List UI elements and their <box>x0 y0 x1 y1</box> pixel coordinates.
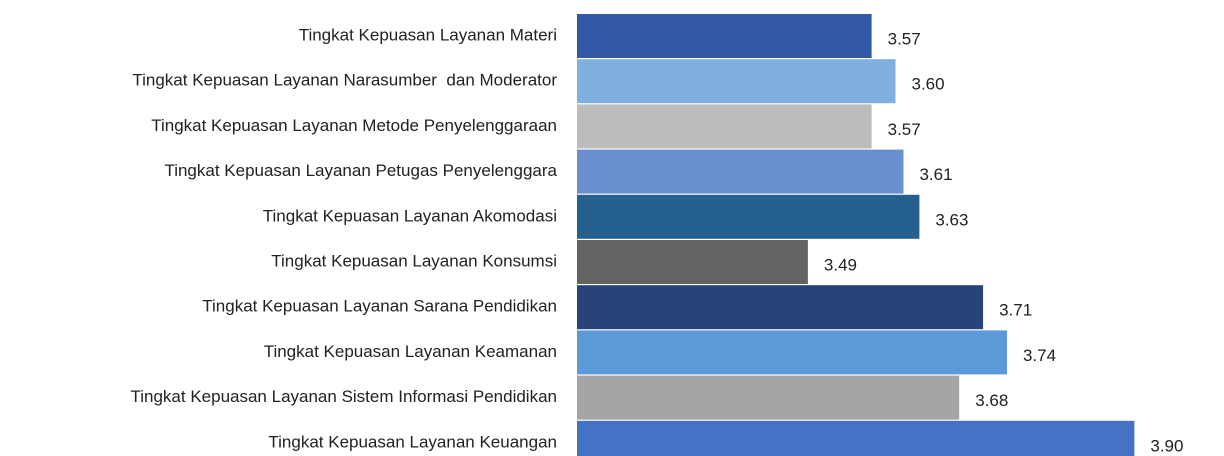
bar <box>577 420 1135 456</box>
value-label: 3.68 <box>975 391 1008 410</box>
value-label: 3.57 <box>888 120 921 139</box>
bar <box>577 330 1007 375</box>
value-label: 3.63 <box>935 210 968 229</box>
bar <box>577 285 984 330</box>
category-label: Tingkat Kepuasan Layanan Sistem Informas… <box>130 387 557 406</box>
category-label: Tingkat Kepuasan Layanan Metode Penyelen… <box>151 116 557 135</box>
value-label: 3.49 <box>824 255 857 274</box>
value-label: 3.71 <box>999 301 1032 320</box>
value-label: 3.60 <box>912 75 945 94</box>
category-label: Tingkat Kepuasan Layanan Akomodasi <box>263 206 557 225</box>
bar <box>577 194 920 239</box>
bar <box>577 14 872 58</box>
bar <box>577 59 896 104</box>
value-label: 3.57 <box>888 29 921 48</box>
category-label: Tingkat Kepuasan Layanan Narasumber dan … <box>132 71 557 90</box>
bar <box>577 149 904 194</box>
category-label: Tingkat Kepuasan Layanan Petugas Penyele… <box>164 161 557 180</box>
category-label: Tingkat Kepuasan Layanan Sarana Pendidik… <box>202 297 557 316</box>
category-label: Tingkat Kepuasan Layanan Keamanan <box>264 342 557 361</box>
category-label: Tingkat Kepuasan Layanan Keuangan <box>268 432 557 451</box>
bar <box>577 240 808 284</box>
value-label: 3.74 <box>1023 346 1056 365</box>
bar <box>577 104 872 149</box>
category-label: Tingkat Kepuasan Layanan Konsumsi <box>271 251 557 270</box>
bar <box>577 375 960 420</box>
value-label: 3.90 <box>1150 436 1183 455</box>
value-label: 3.61 <box>919 165 952 184</box>
category-label: Tingkat Kepuasan Layanan Materi <box>299 25 557 44</box>
